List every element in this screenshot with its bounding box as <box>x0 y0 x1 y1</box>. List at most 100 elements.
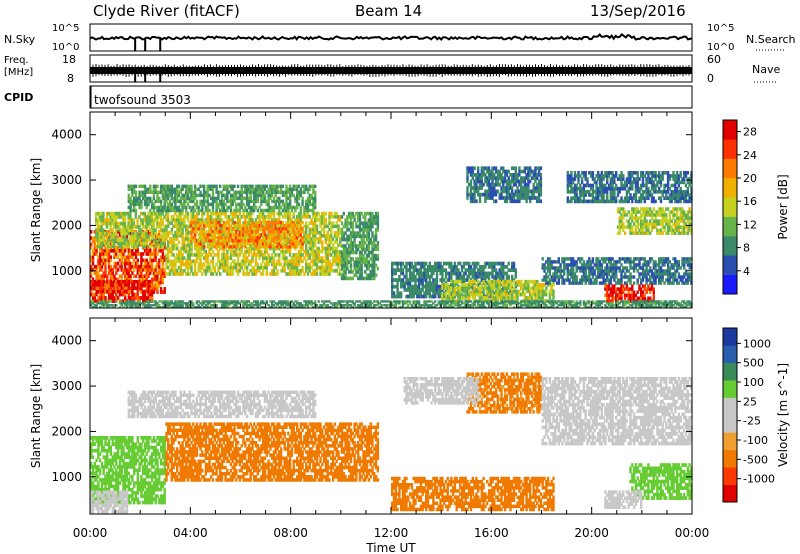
heatmap-cell <box>174 187 177 191</box>
heatmap-cell <box>346 247 349 252</box>
heatmap-cell <box>99 289 102 294</box>
nsearch-tick-top: 10^5 <box>707 23 734 34</box>
heatmap-cell <box>220 223 224 228</box>
heatmap-cell <box>123 221 127 226</box>
heatmap-cell <box>249 243 252 248</box>
heatmap-cell <box>199 227 202 232</box>
heatmap-cell <box>279 230 283 234</box>
heatmap-cell <box>114 215 118 219</box>
heatmap-cell <box>357 263 360 268</box>
heatmap-cell <box>333 269 337 273</box>
heatmap-cell <box>532 289 535 294</box>
heatmap-cell <box>297 193 301 198</box>
heatmap-cell <box>183 221 186 225</box>
heatmap-cell <box>296 262 299 267</box>
heatmap-cell <box>190 199 193 204</box>
heatmap-cell <box>346 218 349 222</box>
heatmap-cell <box>195 211 199 216</box>
heatmap-cell <box>480 176 483 180</box>
heatmap-cell <box>111 241 114 246</box>
heatmap-cell <box>131 193 134 198</box>
heatmap-cell <box>131 252 134 256</box>
heatmap-cell <box>417 261 421 266</box>
heatmap-cell <box>312 221 315 225</box>
heatmap-cell <box>450 265 453 269</box>
heatmap-cell <box>100 264 104 269</box>
heatmap-cell <box>475 274 478 279</box>
heatmap-cell <box>170 218 173 222</box>
heatmap-cell <box>432 265 435 269</box>
heatmap-cell <box>308 253 311 257</box>
heatmap-cell <box>122 249 125 253</box>
heatmap-cell <box>263 265 267 270</box>
heatmap-cell <box>91 261 95 266</box>
heatmap-cell <box>152 268 156 272</box>
heatmap-cell <box>362 247 365 252</box>
heatmap-cell <box>129 218 132 223</box>
heatmap-cell <box>308 230 311 235</box>
heatmap-cell <box>330 227 333 232</box>
heatmap-cell <box>426 284 430 289</box>
heatmap-cell <box>367 218 371 222</box>
heatmap-cell <box>113 238 116 242</box>
heatmap-cell <box>244 265 247 270</box>
heatmap-cell <box>167 211 170 216</box>
heatmap-cell <box>104 249 107 253</box>
heatmap-cell <box>306 262 310 267</box>
heatmap-cell <box>292 262 295 267</box>
heatmap-cell <box>159 280 163 285</box>
heatmap-cell <box>346 263 349 268</box>
heatmap-cell <box>99 292 102 297</box>
heatmap-cell <box>199 249 202 254</box>
heatmap-cell <box>358 257 362 261</box>
heatmap-cell <box>145 238 148 242</box>
heatmap-cell <box>179 265 182 270</box>
heatmap-cell <box>106 258 109 263</box>
heatmap-cell <box>217 253 220 257</box>
heatmap-cell <box>315 262 319 267</box>
heatmap-cell <box>529 279 532 284</box>
heatmap-cell <box>188 265 191 270</box>
heatmap-cell <box>170 208 173 213</box>
heatmap-cell <box>408 278 412 282</box>
heatmap-cell <box>321 246 324 251</box>
heatmap-cell <box>315 224 319 229</box>
heatmap-cell <box>310 184 313 188</box>
heatmap-cell <box>494 199 498 204</box>
heatmap-cell <box>410 294 414 299</box>
heatmap-cell <box>186 184 190 188</box>
heatmap-cell <box>283 253 286 257</box>
heatmap-cell <box>91 268 95 272</box>
heatmap-cell <box>448 292 451 297</box>
heatmap-cell <box>314 193 317 198</box>
heatmap-cell <box>292 193 295 198</box>
heatmap-cell <box>116 236 120 240</box>
heatmap-cell <box>362 241 365 245</box>
heatmap-cell <box>305 221 308 225</box>
heatmap-cell <box>193 236 197 240</box>
heatmap-cell <box>111 299 114 303</box>
heatmap-cell <box>251 269 254 273</box>
heatmap-cell <box>299 272 302 276</box>
heatmap-cell <box>505 199 509 204</box>
heatmap-cell <box>466 173 469 177</box>
heatmap-cell <box>190 205 193 210</box>
heatmap-cell <box>136 292 139 297</box>
heatmap-cell <box>348 211 351 216</box>
heatmap-cell <box>95 228 98 232</box>
heatmap-cell <box>287 230 290 234</box>
heatmap-cell <box>417 268 421 272</box>
heatmap-cell <box>115 292 118 297</box>
heatmap-cell <box>192 208 195 213</box>
heatmap-cell <box>469 271 473 276</box>
heatmap-cell <box>500 283 503 287</box>
heatmap-cell <box>163 258 166 263</box>
heatmap-cell <box>183 199 186 204</box>
heatmap-cell <box>97 255 100 259</box>
heatmap-cell <box>306 190 310 194</box>
heatmap-cell <box>161 190 165 194</box>
heatmap-cell <box>134 249 138 253</box>
heatmap-cell <box>140 211 143 216</box>
heatmap-cell <box>405 294 408 299</box>
heatmap-cell <box>260 253 263 257</box>
